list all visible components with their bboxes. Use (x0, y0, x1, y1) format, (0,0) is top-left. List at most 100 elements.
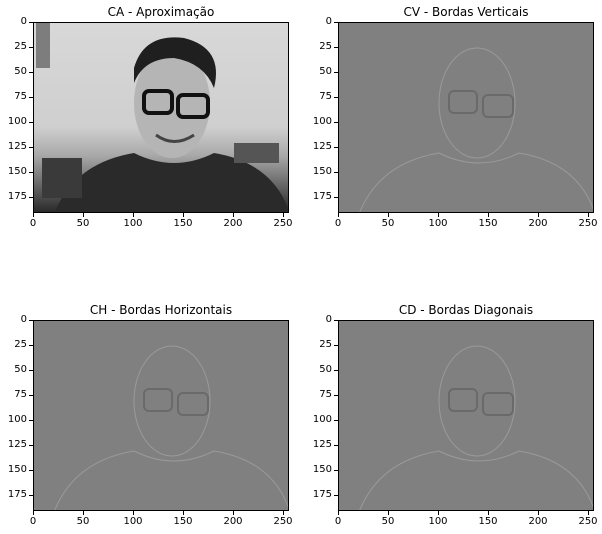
portrait-sketch (36, 23, 288, 212)
y-tick-mark (29, 495, 33, 496)
y-tick-mark (334, 495, 338, 496)
x-tick-mark (388, 511, 389, 515)
y-tick-label: 125 (7, 439, 27, 450)
y-tick-label: 100 (312, 414, 332, 425)
x-tick-mark (438, 213, 439, 217)
y-tick-mark (29, 395, 33, 396)
y-tick-label: 25 (14, 41, 27, 52)
y-tick-mark (334, 420, 338, 421)
x-tick-label: 200 (528, 218, 548, 229)
x-tick-label: 200 (223, 516, 243, 527)
x-tick-mark (33, 213, 34, 217)
x-tick-mark (588, 511, 589, 515)
y-tick-mark (29, 197, 33, 198)
y-tick-mark (334, 147, 338, 148)
x-tick-label: 0 (334, 218, 342, 229)
y-tick-mark (334, 370, 338, 371)
x-tick-label: 150 (173, 516, 193, 527)
x-tick-label: 100 (428, 218, 448, 229)
x-tick-mark (283, 511, 284, 515)
y-tick-label: 150 (7, 166, 27, 177)
y-tick-mark (334, 345, 338, 346)
x-tick-label: 250 (578, 218, 598, 229)
x-tick-mark (33, 511, 34, 515)
y-tick-label: 175 (7, 489, 27, 500)
x-tick-mark (133, 511, 134, 515)
x-tick-mark (488, 511, 489, 515)
y-tick-mark (334, 197, 338, 198)
y-tick-mark (29, 147, 33, 148)
x-tick-label: 150 (478, 218, 498, 229)
y-tick-label: 75 (319, 389, 332, 400)
x-tick-label: 50 (76, 516, 90, 527)
y-tick-label: 50 (14, 66, 27, 77)
x-tick-mark (83, 213, 84, 217)
y-tick-label: 0 (20, 314, 27, 325)
x-tick-label: 0 (29, 218, 37, 229)
y-tick-label: 150 (312, 166, 332, 177)
y-tick-mark (29, 370, 33, 371)
x-tick-label: 250 (273, 218, 293, 229)
y-tick-label: 150 (7, 464, 27, 475)
y-tick-mark (334, 47, 338, 48)
y-tick-mark (334, 470, 338, 471)
y-tick-mark (29, 172, 33, 173)
x-tick-mark (588, 213, 589, 217)
y-tick-mark (29, 97, 33, 98)
x-tick-mark (438, 511, 439, 515)
x-tick-mark (283, 213, 284, 217)
edge-sketch-ch (54, 345, 288, 510)
x-tick-label: 100 (123, 218, 143, 229)
y-tick-mark (334, 122, 338, 123)
y-tick-mark (29, 320, 33, 321)
panel-title-ca: CA - Aproximação (107, 5, 215, 19)
y-tick-label: 125 (312, 439, 332, 450)
y-tick-label: 100 (7, 414, 27, 425)
y-tick-label: 125 (312, 141, 332, 152)
x-tick-mark (338, 511, 339, 515)
y-tick-label: 0 (325, 16, 332, 27)
y-tick-label: 50 (14, 364, 27, 375)
panel-title-ch: CH - Bordas Horizontais (89, 303, 233, 317)
x-tick-label: 200 (528, 516, 548, 527)
y-tick-label: 25 (319, 41, 332, 52)
x-tick-label: 0 (334, 516, 342, 527)
panel-title-cd: CD - Bordas Diagonais (398, 303, 534, 317)
y-tick-mark (334, 22, 338, 23)
x-tick-label: 50 (381, 516, 395, 527)
y-tick-mark (334, 395, 338, 396)
y-tick-label: 75 (14, 91, 27, 102)
x-tick-label: 100 (123, 516, 143, 527)
y-tick-label: 125 (7, 141, 27, 152)
image-frame-ca (33, 22, 289, 213)
x-tick-mark (338, 213, 339, 217)
y-tick-mark (334, 97, 338, 98)
y-tick-label: 50 (319, 66, 332, 77)
y-tick-label: 100 (7, 116, 27, 127)
y-tick-mark (29, 47, 33, 48)
x-tick-mark (233, 511, 234, 515)
y-tick-mark (29, 470, 33, 471)
image-frame-ch (33, 320, 289, 511)
x-tick-mark (538, 511, 539, 515)
y-tick-mark (29, 22, 33, 23)
x-tick-mark (183, 511, 184, 515)
y-tick-label: 25 (14, 339, 27, 350)
x-tick-label: 50 (76, 218, 90, 229)
edge-sketch-cd (359, 345, 593, 510)
y-tick-mark (334, 320, 338, 321)
x-tick-label: 250 (273, 516, 293, 527)
x-tick-mark (388, 213, 389, 217)
x-tick-label: 250 (578, 516, 598, 527)
y-tick-mark (29, 72, 33, 73)
y-tick-mark (29, 122, 33, 123)
x-tick-label: 150 (173, 218, 193, 229)
y-tick-label: 0 (20, 16, 27, 27)
x-tick-label: 0 (29, 516, 37, 527)
y-tick-label: 175 (7, 191, 27, 202)
y-tick-label: 175 (312, 489, 332, 500)
x-tick-mark (183, 213, 184, 217)
y-tick-mark (334, 172, 338, 173)
image-frame-cd (338, 320, 594, 511)
y-tick-mark (334, 445, 338, 446)
